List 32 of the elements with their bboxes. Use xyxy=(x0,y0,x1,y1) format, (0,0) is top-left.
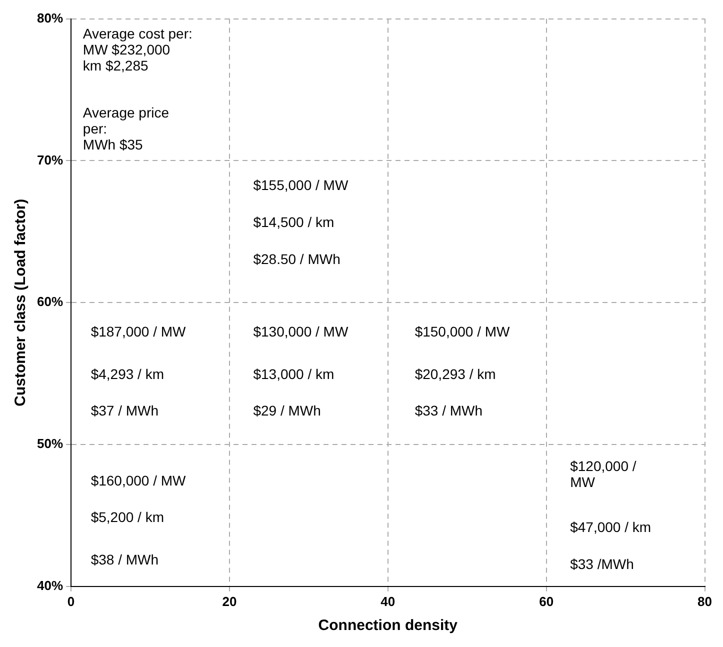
x-tick-label: 20 xyxy=(222,594,237,609)
annotation: $20,293 / km xyxy=(414,366,496,382)
annotation: $14,500 / km xyxy=(253,214,334,230)
annotation: Average cost per: MW $232,000 km $2,285 xyxy=(82,25,192,74)
annotation: $28.50 / MWh xyxy=(253,250,340,267)
annotation: $150,000 / MW xyxy=(414,323,511,340)
annotation: $29 / MWh xyxy=(253,402,321,419)
x-tick-label: 80 xyxy=(698,594,712,609)
annotation: $155,000 / MW xyxy=(253,177,349,194)
x-tick-label: 60 xyxy=(539,594,554,609)
y-tick-label: 60% xyxy=(36,294,64,310)
annotation: $37 / MWh xyxy=(90,402,159,419)
annotation: $5,200 / km xyxy=(90,509,164,526)
annotation: Average price per: MWh $35 xyxy=(82,104,170,153)
annotation: $33 / MWh xyxy=(414,402,483,419)
x-axis-title: Connection density xyxy=(318,617,458,634)
annotation: $120,000 / MW xyxy=(570,458,636,490)
y-tick-label: 80% xyxy=(36,10,64,26)
annotation: $47,000 / km xyxy=(570,519,652,536)
annotation: $38 / MWh xyxy=(90,552,159,568)
annotation: $160,000 / MW xyxy=(90,472,187,488)
x-tick-label: 40 xyxy=(380,594,396,609)
y-tick-label: 50% xyxy=(36,436,64,452)
y-tick-label: 70% xyxy=(36,152,64,168)
x-tick-label: 0 xyxy=(67,594,75,609)
y-axis-title: Customer class (Load factor) xyxy=(12,198,30,406)
annotation: $130,000 / MW xyxy=(253,323,349,340)
y-tick-label: 40% xyxy=(36,578,64,593)
annotation: $33 /MWh xyxy=(570,556,634,572)
annotation: $4,293 / km xyxy=(90,366,164,382)
annotation: $187,000 / MW xyxy=(90,323,187,340)
annotation: $13,000 / km xyxy=(253,366,334,382)
